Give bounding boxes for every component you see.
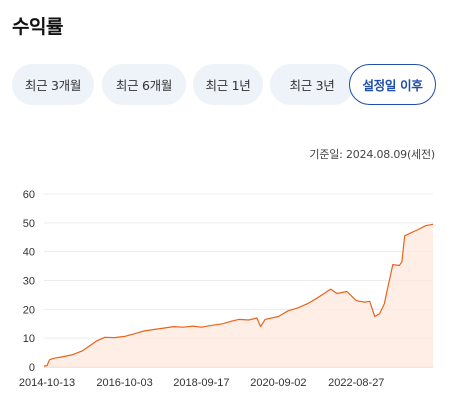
y-tick-label: 20 bbox=[23, 304, 35, 316]
x-tick-label: 2020-09-02 bbox=[250, 377, 306, 389]
y-tick-label: 60 bbox=[23, 189, 35, 201]
x-tick-label: 2018-09-17 bbox=[173, 377, 229, 389]
y-tick-label: 50 bbox=[23, 218, 35, 230]
return-chart: 0 10 20 30 40 50 60 2014-10-13 2016-10-03 2018-0… bbox=[19, 189, 434, 389]
y-tick-label: 40 bbox=[23, 247, 35, 259]
return-area-fill bbox=[44, 224, 433, 367]
x-axis-ticks: 2014-10-13 2016-10-03 2018-09-17 2020-09-02… bbox=[19, 377, 385, 389]
tab-1-year[interactable]: 최근 1년 bbox=[193, 64, 263, 105]
return-line bbox=[43, 223, 434, 367]
tab-6-months[interactable]: 최근 6개월 bbox=[102, 64, 186, 105]
x-tick-label: 2022-08-27 bbox=[328, 377, 384, 389]
y-tick-label: 10 bbox=[23, 333, 35, 345]
x-tick-label: 2016-10-03 bbox=[96, 377, 152, 389]
tab-3-months[interactable]: 최근 3개월 bbox=[12, 64, 94, 105]
x-tick-label: 2014-10-13 bbox=[19, 377, 75, 389]
as-of-date: 기준일: 2024.08.09(세전) bbox=[309, 148, 435, 161]
tab-3-years[interactable]: 최근 3년 bbox=[270, 64, 354, 105]
y-tick-label: 30 bbox=[23, 276, 35, 288]
tab-since-inception[interactable]: 설정일 이후 bbox=[349, 64, 436, 105]
y-axis-ticks: 0 10 20 30 40 50 60 bbox=[23, 189, 35, 374]
page-title: 수익률 bbox=[12, 16, 63, 38]
y-tick-label: 0 bbox=[29, 362, 35, 374]
